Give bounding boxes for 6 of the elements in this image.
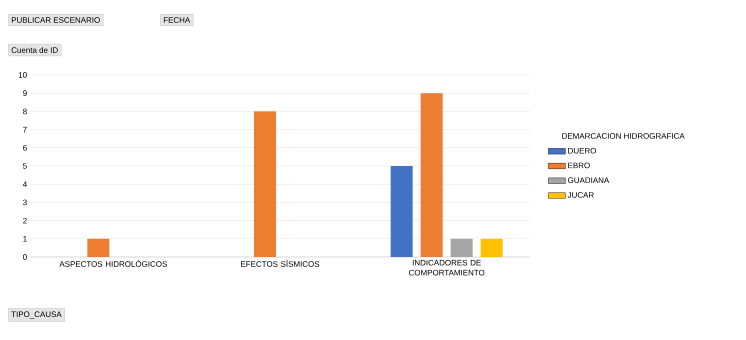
bar: [87, 238, 110, 257]
bar: [254, 111, 276, 257]
bar: [480, 238, 503, 257]
bar: [390, 166, 413, 257]
bar: [450, 238, 473, 257]
bar: [420, 93, 443, 257]
